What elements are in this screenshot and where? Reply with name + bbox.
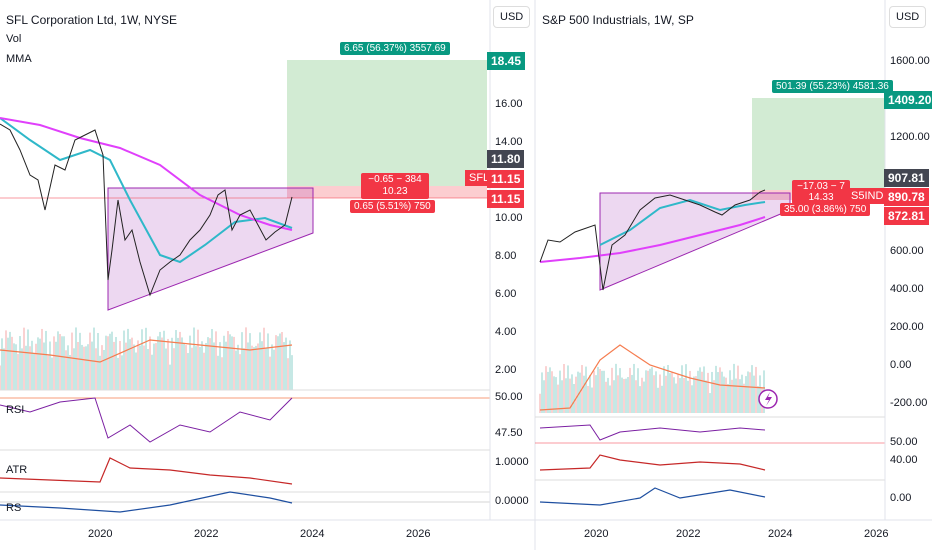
volume <box>0 327 293 390</box>
profit-label: 501.39 (55.23%) 4581.36 <box>772 80 893 93</box>
price-tick: 400.00 <box>890 283 924 295</box>
year-label: 2020 <box>584 528 609 540</box>
ma-line <box>0 117 293 264</box>
year-label: 2026 <box>406 528 431 540</box>
price-badge: 890.78 <box>884 188 929 206</box>
price-tick: 600.00 <box>890 245 924 257</box>
year-label: 2026 <box>864 528 889 540</box>
volume-ma <box>539 344 766 411</box>
target-badge: 18.45 <box>487 52 526 70</box>
price-badge: 11.15 <box>487 170 525 188</box>
currency-button[interactable]: USD <box>889 6 927 28</box>
price-tick: -200.00 <box>890 397 928 409</box>
volume <box>539 363 765 413</box>
current-price: 10.23 <box>382 186 408 197</box>
current-pl: −17.03 − 7 <box>797 181 845 192</box>
pane-label: ATR <box>6 464 28 476</box>
entry-badge: 872.81 <box>884 207 929 225</box>
price-tick: 1600.00 <box>890 55 930 67</box>
rsi-tick: 50.00 <box>495 391 523 403</box>
rs-tick: 0.0000 <box>495 495 529 507</box>
symbol-badge: SFL <box>465 170 494 186</box>
rs-line <box>539 487 766 506</box>
profit-zone <box>752 98 885 190</box>
profit-zone <box>287 60 487 186</box>
triangle <box>107 187 314 311</box>
price-series <box>0 123 293 297</box>
stop-label: 35.00 (3.86%) 750 <box>780 203 871 216</box>
last-badge: 11.80 <box>487 150 525 168</box>
price-tick: 6.00 <box>495 288 517 300</box>
price-tick: 16.00 <box>495 98 523 110</box>
pane-label: RS <box>6 502 22 514</box>
last-badge: 907.81 <box>884 169 929 187</box>
price-tick: 14.00 <box>495 136 523 148</box>
atr-line <box>0 457 293 485</box>
atr-tick: 1.0000 <box>495 456 529 468</box>
rsi-line <box>0 397 293 443</box>
rsi-tick: 50.00 <box>890 436 918 448</box>
current-pl: −0.65 − 384 <box>368 174 422 185</box>
price-tick: 1200.00 <box>890 131 930 143</box>
triangle <box>599 192 791 291</box>
chart-title: SFL Corporation Ltd, 1W, NYSE <box>6 13 177 27</box>
year-label: 2024 <box>300 528 325 540</box>
chart-title: S&P 500 Industrials, 1W, SP <box>542 13 694 27</box>
symbol-badge: S5INDU <box>847 188 896 204</box>
rs-tick: 0.00 <box>890 492 912 504</box>
stop-label: 0.65 (5.51%) 750 <box>350 200 435 213</box>
price-tick: 2.00 <box>495 364 517 376</box>
right-chart <box>534 0 886 550</box>
year-label: 2020 <box>88 528 113 540</box>
price-tick: 0.00 <box>890 359 912 371</box>
ma-line <box>539 216 766 263</box>
year-label: 2022 <box>676 528 701 540</box>
current-price: 14.33 <box>808 192 834 203</box>
volume-ma <box>0 339 293 363</box>
ma-line-2 <box>0 117 293 231</box>
target-badge: 1409.20 <box>884 91 932 109</box>
legend-item: Vol <box>6 33 22 45</box>
price-tick: 200.00 <box>890 321 924 333</box>
left-chart <box>0 0 491 520</box>
currency-button[interactable]: USD <box>493 6 531 28</box>
atr-line <box>539 454 766 471</box>
legend-item: MMA <box>6 53 32 65</box>
price-series <box>539 189 766 291</box>
year-label: 2022 <box>194 528 219 540</box>
entry-badge: 11.15 <box>487 190 525 208</box>
price-tick: 4.00 <box>495 326 517 338</box>
price-tick: 8.00 <box>495 250 517 262</box>
atr-tick: 40.00 <box>890 454 918 466</box>
ma-line-2 <box>599 198 766 246</box>
rsi-tick: 47.50 <box>495 427 523 439</box>
rs-line <box>0 491 293 513</box>
profit-label: 6.65 (56.37%) 3557.69 <box>340 42 450 55</box>
lightning <box>765 392 772 406</box>
current-label: −0.65 − 384 10.23 <box>361 173 429 199</box>
year-label: 2024 <box>768 528 793 540</box>
pane-label: RSI <box>6 404 25 416</box>
price-tick: 10.00 <box>495 212 523 224</box>
rsi-line <box>539 424 766 441</box>
current-label: −17.03 − 7 14.33 <box>792 180 850 204</box>
